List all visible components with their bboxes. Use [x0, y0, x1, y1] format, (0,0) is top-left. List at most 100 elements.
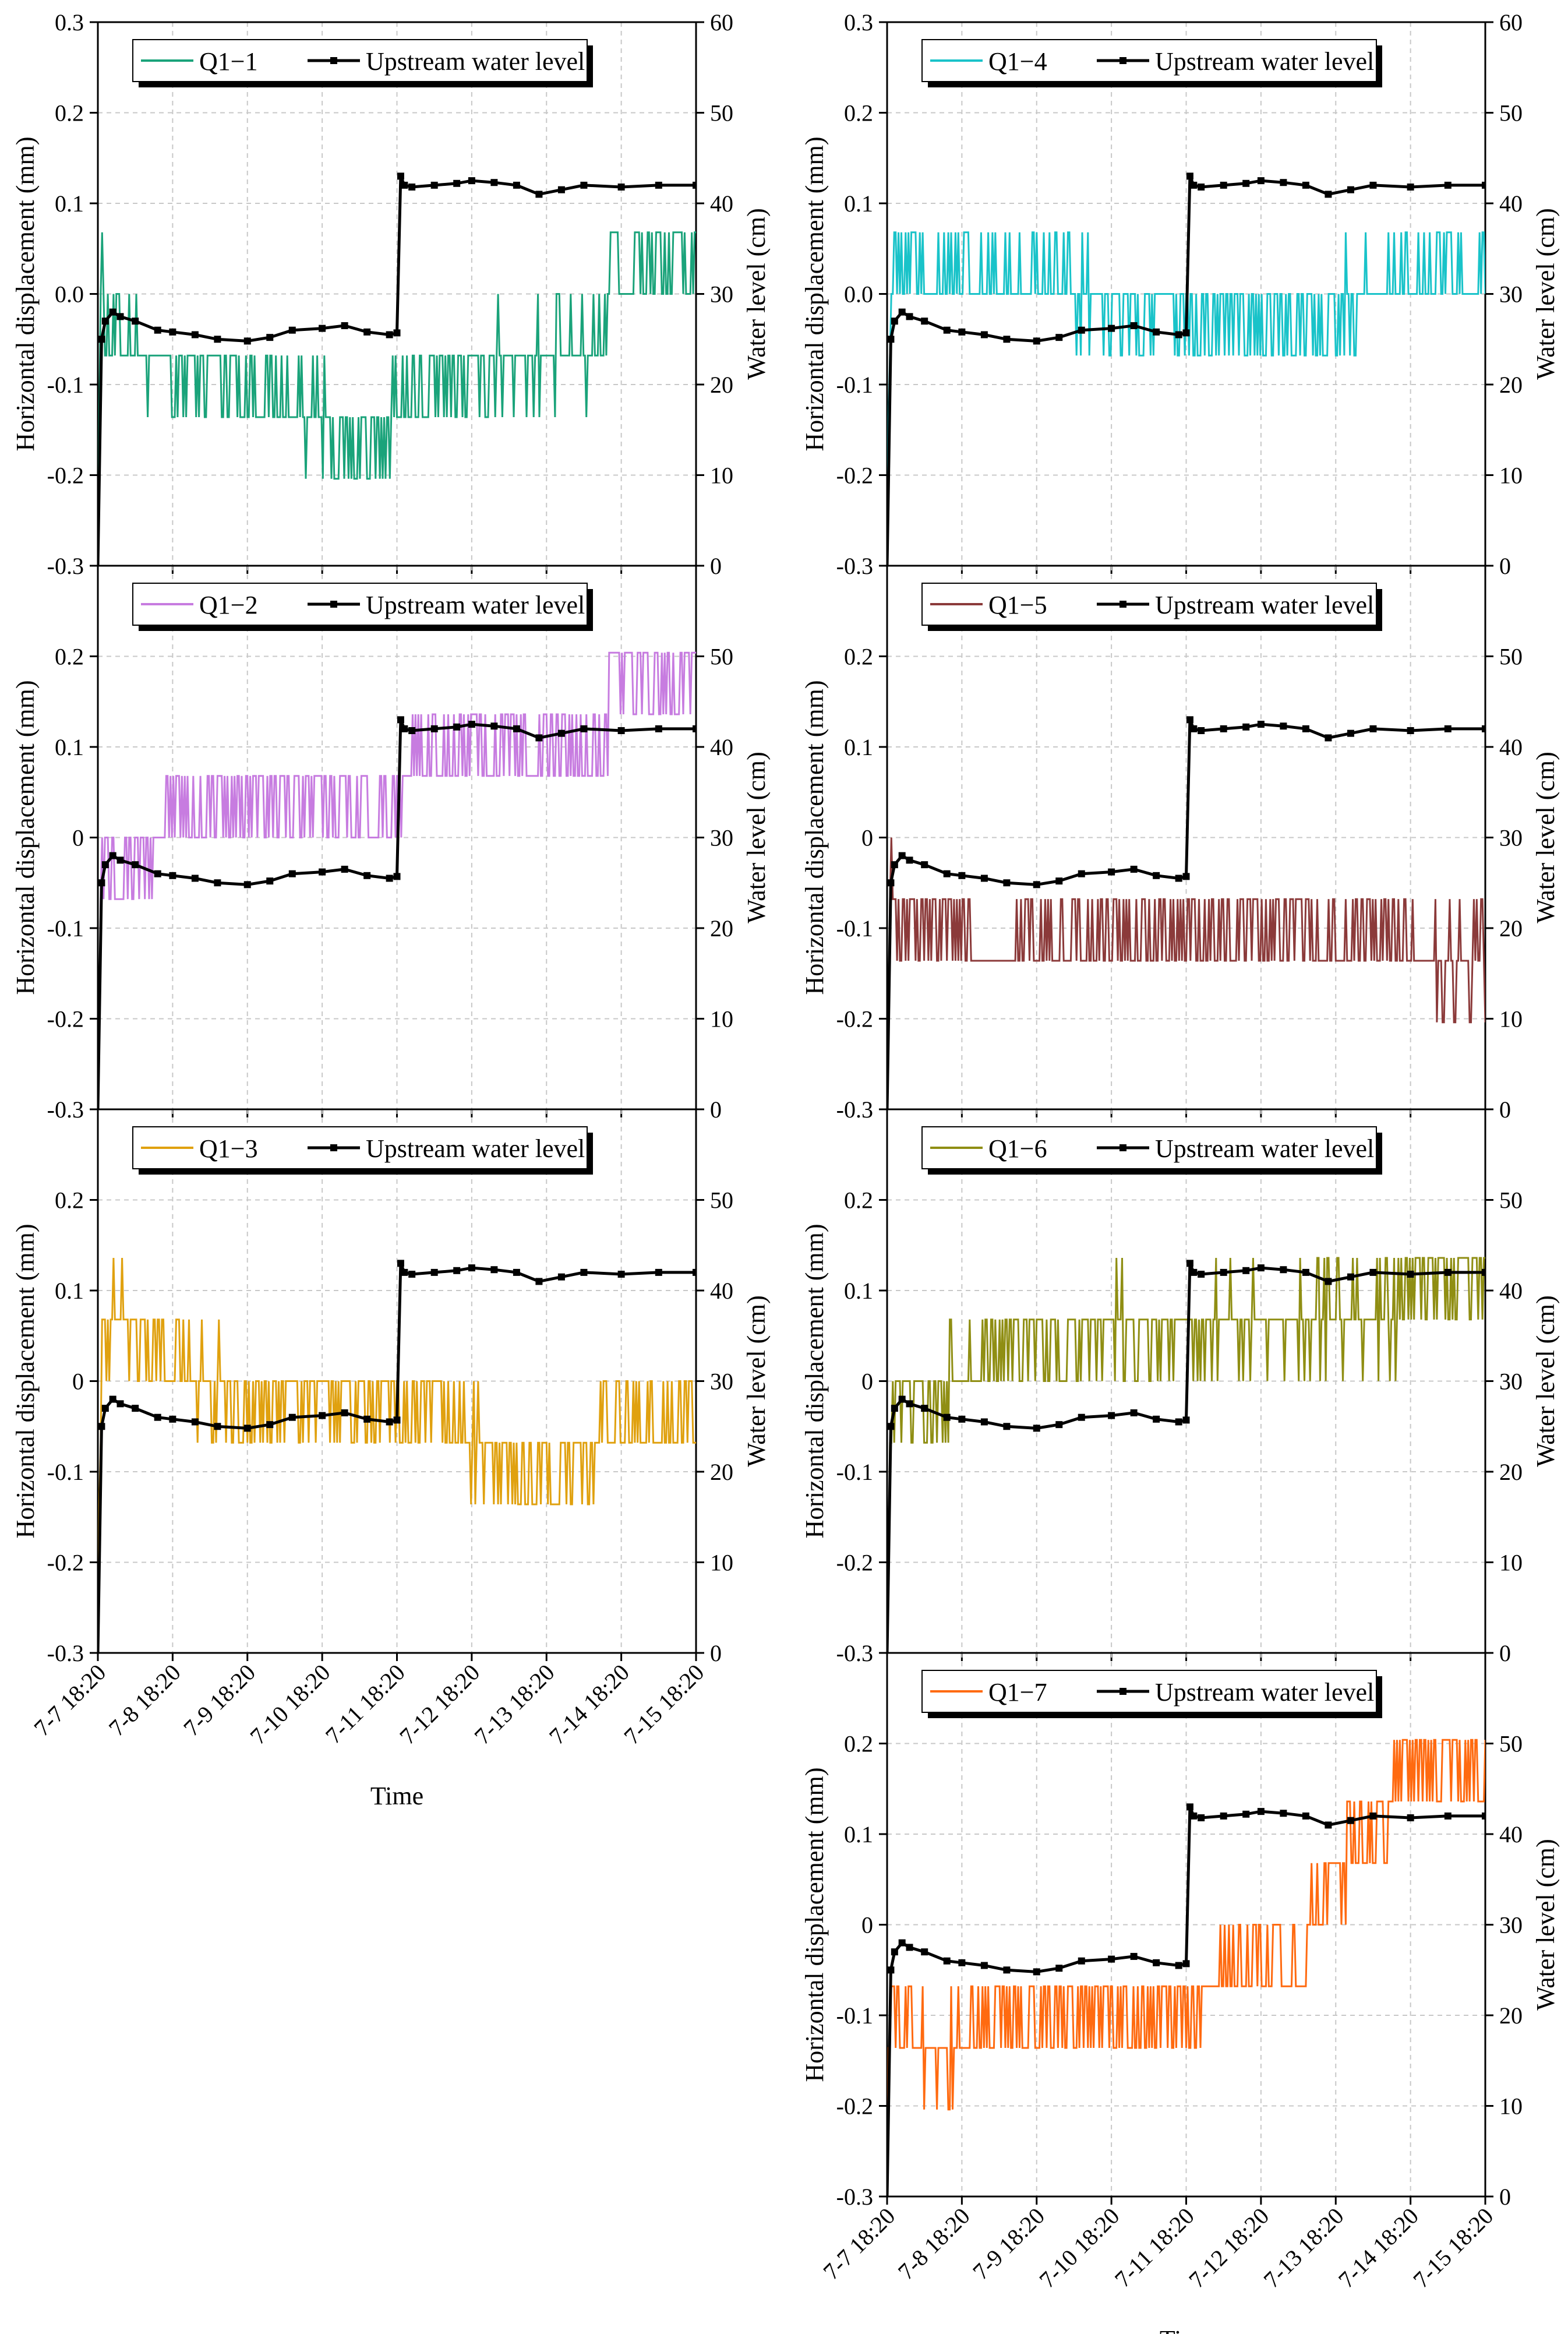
water-level-marker [580, 725, 588, 732]
water-level-marker [266, 877, 274, 885]
water-level-marker [1190, 1812, 1198, 1820]
water-level-marker [1190, 181, 1198, 189]
x-tick-label: 7-11 18:20 [1110, 2203, 1199, 2293]
y-right-tick-label: 0 [710, 1097, 722, 1123]
water-level-marker [243, 881, 251, 889]
y-left-tick-label: 0 [72, 1369, 84, 1395]
y-right-tick-label: 30 [710, 825, 733, 851]
water-level-marker [557, 186, 565, 193]
water-level-marker [693, 725, 696, 732]
water-level-marker [401, 181, 408, 189]
water-level-marker [101, 318, 109, 325]
water-level-marker [191, 875, 199, 882]
water-level-marker [1257, 1264, 1265, 1272]
water-level-marker [1220, 1268, 1227, 1276]
water-level-marker [397, 716, 404, 724]
water-level-marker [1257, 721, 1265, 728]
y-left-tick-label: -0.1 [47, 1459, 84, 1485]
water-level-marker [1482, 725, 1485, 732]
legend-label-q1-6: Q1−6 [988, 1134, 1047, 1163]
water-level-marker [943, 326, 951, 334]
water-level-marker [980, 875, 988, 882]
y-right-tick-label: 0 [1499, 2184, 1511, 2210]
water-level-marker [1175, 1962, 1182, 1969]
y-right-tick-label: 40 [710, 1278, 733, 1304]
y-right-tick-label: 10 [710, 463, 733, 489]
water-level-line [98, 175, 696, 566]
water-level-marker [898, 308, 906, 316]
y-left-tick-label: 0.1 [844, 1821, 873, 1848]
water-level-marker [1108, 325, 1115, 332]
water-level-marker [891, 318, 898, 325]
water-level-marker [513, 181, 520, 189]
y-left-tick-label: -0.2 [47, 1006, 84, 1032]
legend-label-water: Upstream water level [1155, 1678, 1374, 1707]
water-level-marker [1175, 1418, 1182, 1426]
water-level-line [98, 719, 696, 1109]
y-left-tick-label: -0.1 [836, 915, 873, 942]
water-level-marker [154, 326, 161, 334]
water-level-marker [98, 336, 105, 343]
water-level-marker [288, 1413, 296, 1421]
y-right-tick-label: 10 [1499, 2093, 1523, 2120]
water-level-marker [1186, 1803, 1193, 1811]
y-right-tick-label: 20 [710, 372, 733, 398]
y-right-tick-label: 30 [1499, 281, 1523, 308]
water-level-marker [1153, 872, 1160, 879]
y-right-axis-title: Water level (cm) [1531, 752, 1560, 923]
water-level-line [887, 719, 1485, 1109]
x-tick-label: 7-10 18:20 [245, 1659, 335, 1750]
y-left-tick-label: -0.2 [836, 463, 873, 489]
water-level-marker [958, 328, 966, 336]
water-level-marker [1055, 1965, 1063, 1972]
water-level-marker [1325, 1821, 1332, 1829]
water-level-marker [906, 1944, 913, 1951]
x-tick-label: 7-14 18:20 [1333, 2203, 1424, 2293]
legend-label-q1-5: Q1−5 [988, 591, 1047, 619]
water-level-marker [1280, 179, 1287, 186]
panel-q1-4: -0.3 -0.2 -0.1 0.0 0.1 0.2 0.3 0 10 20 30 40 50 60 Hor… [800, 9, 1560, 579]
x-tick-label: 7-8 18:20 [104, 1659, 186, 1741]
water-level-marker [1325, 734, 1332, 742]
y-right-tick-label: 40 [1499, 191, 1523, 217]
x-tick-label: 7-8 18:20 [893, 2203, 975, 2285]
water-level-marker [393, 1416, 401, 1424]
water-level-marker [116, 1400, 124, 1408]
water-level-marker [468, 1264, 475, 1272]
y-left-tick-label: 0.2 [844, 644, 873, 670]
y-left-axis-title: Horizontal displacement (mm) [800, 1767, 829, 2082]
water-level-marker [1130, 1952, 1138, 1960]
water-level-marker [1186, 1260, 1193, 1267]
water-level-marker [891, 861, 898, 869]
water-level-marker [921, 861, 928, 869]
y-left-tick-label: -0.2 [836, 2093, 873, 2120]
water-level-marker [906, 856, 913, 864]
water-level-marker [1182, 1416, 1190, 1424]
water-level-marker [169, 1415, 176, 1423]
water-level-marker [1190, 725, 1198, 732]
y-right-tick-label: 40 [710, 191, 733, 217]
water-level-marker [1182, 329, 1190, 337]
y-right-tick-label: 0 [1499, 553, 1511, 579]
y-left-tick-label: -0.2 [836, 1006, 873, 1032]
y-right-tick-label: 50 [1499, 1731, 1523, 1757]
water-level-marker [1130, 322, 1138, 329]
water-level-marker [1003, 879, 1011, 887]
water-level-marker [980, 331, 988, 339]
water-level-marker [1347, 186, 1354, 193]
y-right-tick-label: 30 [1499, 1912, 1523, 1938]
water-level-marker [288, 870, 296, 877]
water-level-marker [921, 318, 928, 325]
water-level-marker [1078, 870, 1085, 877]
water-level-marker [513, 725, 520, 732]
y-left-axis-title: Horizontal displacement (mm) [11, 680, 40, 995]
legend-label-q1-2: Q1−2 [199, 591, 258, 619]
legend-box [921, 39, 1377, 82]
water-level-marker [943, 1957, 951, 1965]
water-level-marker [1242, 1267, 1250, 1274]
water-level-marker [921, 1948, 928, 1956]
y-right-tick-label: 20 [1499, 372, 1523, 398]
water-level-marker [214, 336, 221, 343]
water-level-marker [1108, 1955, 1115, 1963]
y-left-axis-title: Horizontal displacement (mm) [800, 136, 829, 451]
